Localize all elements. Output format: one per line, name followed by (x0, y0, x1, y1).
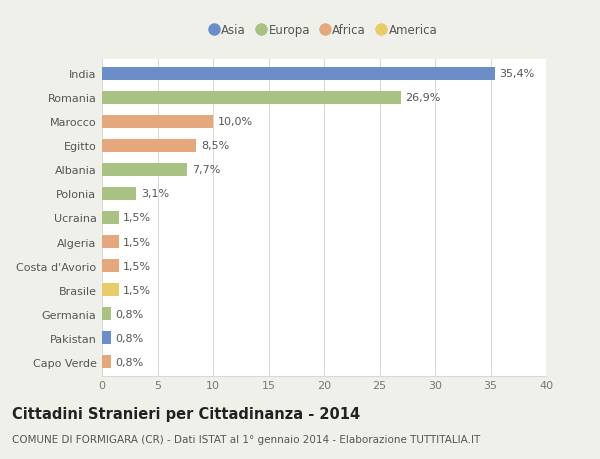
Bar (102, 212, 119, 224)
Text: 0,8%: 0,8% (115, 309, 143, 319)
Text: 1,5%: 1,5% (123, 261, 151, 271)
Text: 26,9%: 26,9% (405, 93, 440, 103)
Bar (102, 331, 111, 345)
Text: 1,5%: 1,5% (123, 213, 151, 223)
Bar (102, 163, 187, 177)
Text: Cittadini Stranieri per Cittadinanza - 2014: Cittadini Stranieri per Cittadinanza - 2… (12, 406, 360, 421)
Bar (102, 140, 196, 153)
Text: 10,0%: 10,0% (217, 117, 253, 127)
Text: 0,8%: 0,8% (115, 357, 143, 367)
Text: 3,1%: 3,1% (141, 189, 169, 199)
Text: 1,5%: 1,5% (123, 285, 151, 295)
Text: 1,5%: 1,5% (123, 237, 151, 247)
Bar (102, 235, 119, 249)
Text: 0,8%: 0,8% (115, 333, 143, 343)
Text: 8,5%: 8,5% (201, 141, 229, 151)
Bar (102, 187, 136, 201)
Text: 7,7%: 7,7% (192, 165, 220, 175)
Text: COMUNE DI FORMIGARA (CR) - Dati ISTAT al 1° gennaio 2014 - Elaborazione TUTTITAL: COMUNE DI FORMIGARA (CR) - Dati ISTAT al… (12, 434, 480, 444)
Bar (102, 116, 213, 129)
Text: 35,4%: 35,4% (499, 69, 535, 79)
Legend: Asia, Europa, Africa, America: Asia, Europa, Africa, America (211, 24, 437, 37)
Bar (102, 91, 401, 105)
Bar (102, 259, 119, 273)
Bar (102, 283, 119, 297)
Bar (102, 308, 111, 320)
Bar (102, 67, 495, 81)
Bar (102, 355, 111, 369)
